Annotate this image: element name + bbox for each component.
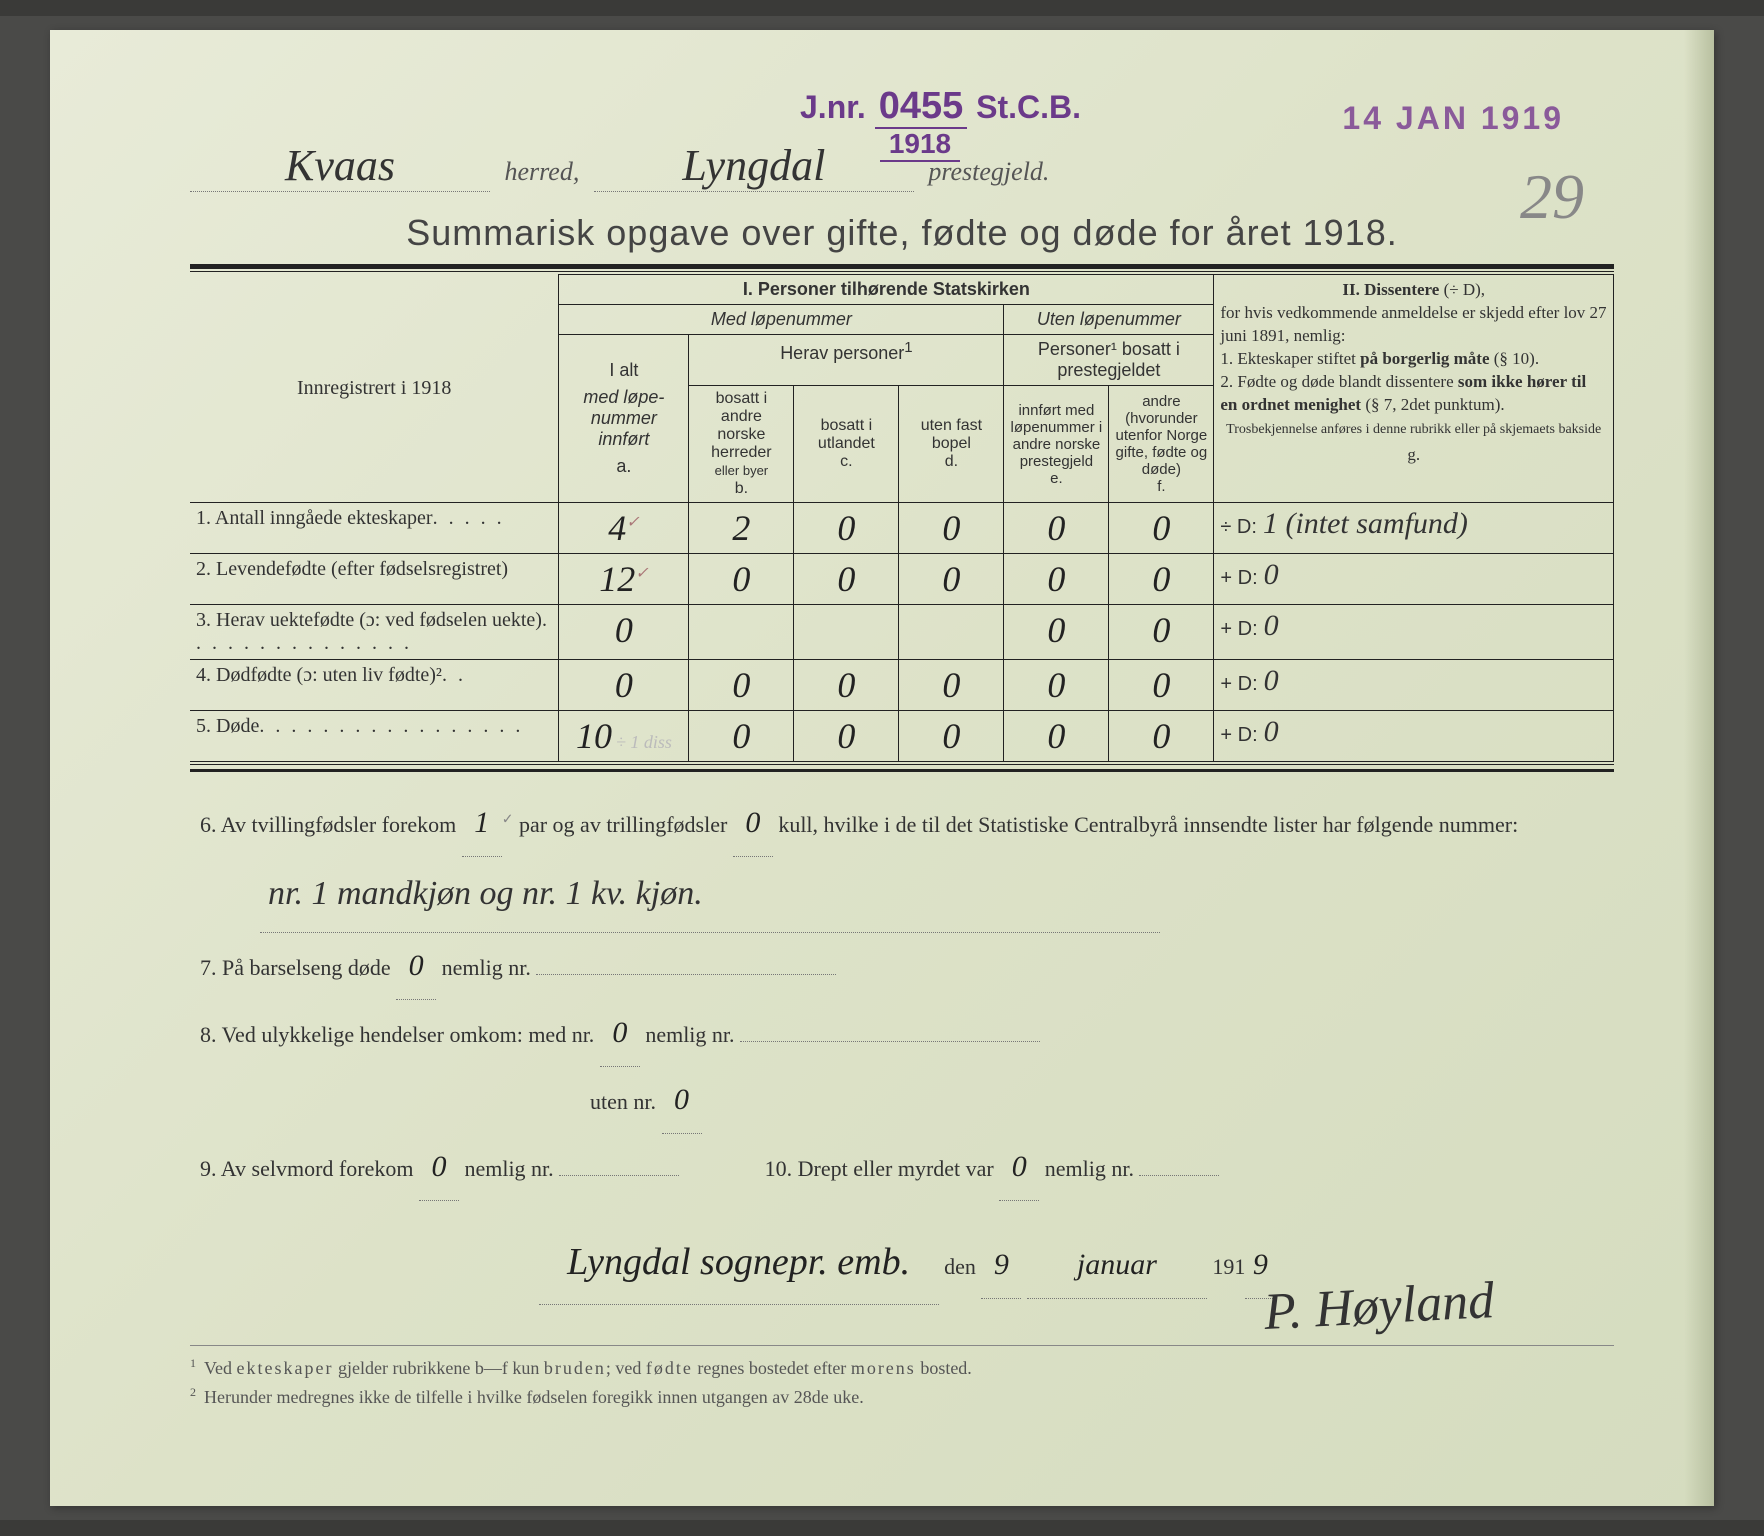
journal-number-stamp: J.nr. 0455 St.C.B. 1918 bbox=[800, 85, 1081, 162]
herav-header: Herav personer1 bbox=[689, 335, 1004, 386]
document-title: Summarisk opgave over gifte, fødte og dø… bbox=[190, 212, 1614, 254]
document-paper: J.nr. 0455 St.C.B. 1918 14 JAN 1919 29 K… bbox=[50, 30, 1714, 1506]
col-d-header: uten fast bopeld. bbox=[899, 386, 1004, 503]
col-c-header: bosatt i utlandetc. bbox=[794, 386, 899, 503]
col-b-header: bosatt i andre norske herredereller byer… bbox=[689, 386, 794, 503]
lower-questions: 6. Av tvillingfødsler forekom 1✓ par og … bbox=[190, 790, 1614, 1305]
section2-header: II. Dissentere (÷ D), for hvis vedkommen… bbox=[1214, 275, 1614, 503]
rule bbox=[190, 264, 1614, 269]
col-a-header: I alt med løpe-nummerinnført a. bbox=[559, 335, 689, 503]
uten-lope: Uten løpenummer bbox=[1004, 305, 1214, 335]
col-e-header: innført med løpenummer i andre norske pr… bbox=[1004, 386, 1109, 503]
table-row: 3. Herav uektefødte (ɔ: ved fødselen uek… bbox=[190, 605, 1614, 660]
table-row: 2. Levendefødte (efter fødselsregistret)… bbox=[190, 554, 1614, 605]
footnotes: 1Ved ekteskaper gjelder rubrikkene b—f k… bbox=[190, 1345, 1614, 1412]
rule bbox=[190, 764, 1614, 765]
rule bbox=[190, 271, 1614, 272]
rule bbox=[190, 769, 1614, 772]
table-row: 4. Dødfødte (ɔ: uten liv fødte)². .00000… bbox=[190, 660, 1614, 711]
jnr-prefix: J.nr. bbox=[800, 89, 866, 125]
section1-header: I. Personer tilhørende Statskirken bbox=[559, 275, 1214, 305]
page-number: 29 bbox=[1520, 160, 1584, 234]
reg-label: Innregistrert i 1918 bbox=[190, 275, 559, 503]
table-row: 5. Døde. . . . . . . . . . . . . . . . .… bbox=[190, 711, 1614, 762]
jnr-suffix: St.C.B. bbox=[976, 89, 1081, 125]
main-table: Innregistrert i 1918 I. Personer tilhøre… bbox=[190, 274, 1614, 762]
personer-bosatt: Personer¹ bosatt i prestegjeldet bbox=[1004, 335, 1214, 386]
col-f-header: andre (hvorunder utenfor Norge gifte, fø… bbox=[1109, 386, 1214, 503]
signature: P. Høyland bbox=[1262, 1271, 1495, 1342]
herred-label: herred, bbox=[505, 157, 580, 186]
herred-value: Kvaas bbox=[190, 140, 490, 192]
med-lope: Med løpenummer bbox=[559, 305, 1004, 335]
table-row: 1. Antall inngåede ekteskaper. . . . .4✓… bbox=[190, 503, 1614, 554]
date-stamp: 14 JAN 1919 bbox=[1342, 100, 1564, 137]
jnr-year: 1918 bbox=[880, 128, 960, 162]
jnr-number: 0455 bbox=[875, 85, 968, 129]
